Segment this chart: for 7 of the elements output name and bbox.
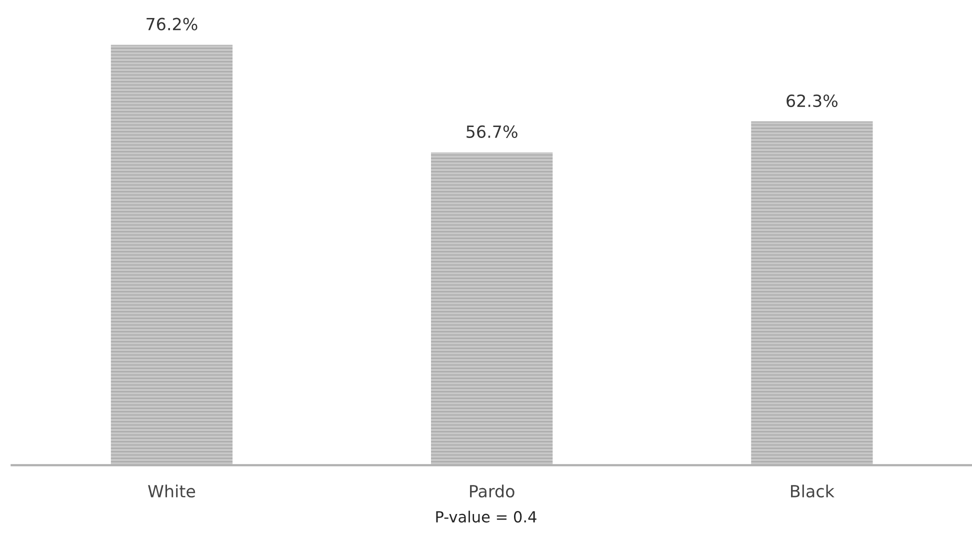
text: P-value = 0.4 [436,510,536,523]
x-tick-label: Pardo [470,484,514,498]
x-tick-label: Black [791,484,834,498]
x-tick-label: White [148,484,196,498]
data-label: 56.7% [466,125,518,138]
data-label: 76.2% [146,18,198,30]
data-label: 62.3% [786,94,838,108]
